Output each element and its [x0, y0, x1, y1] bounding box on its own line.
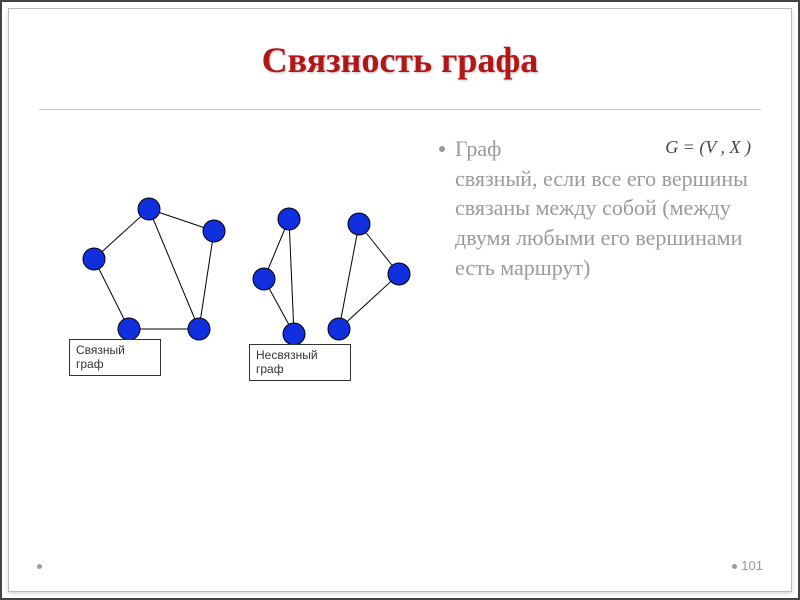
- graph-node: [253, 268, 275, 290]
- graph-node: [138, 198, 160, 220]
- bullet-text: Граф связный, если все его вершины связа…: [455, 134, 779, 282]
- graph-node: [83, 248, 105, 270]
- slide-frame: Связность графа G = (V , X ) Граф связны…: [0, 0, 800, 600]
- bullet-rest: связный, если все его вершины связаны ме…: [455, 166, 748, 280]
- footer-dot-icon: [37, 564, 42, 569]
- bullet-lead: Граф: [455, 136, 501, 161]
- graph-node: [283, 323, 305, 345]
- page-number-value: 101: [741, 558, 763, 573]
- page-number: 101: [732, 558, 763, 573]
- slide-title: Связность графа: [9, 39, 791, 81]
- graph-node: [203, 220, 225, 242]
- graph-node: [348, 213, 370, 235]
- caption-disconnected: Несвязный граф: [249, 344, 351, 381]
- graph-node: [188, 318, 210, 340]
- graph-node: [118, 318, 140, 340]
- bullet-dot-icon: [439, 146, 445, 152]
- caption-connected: Связный граф: [69, 339, 161, 376]
- graph-edge: [199, 231, 214, 329]
- graph-edge: [289, 219, 294, 334]
- page-dot-icon: [732, 564, 737, 569]
- graph-edge: [94, 259, 129, 329]
- slide-inner: Связность графа G = (V , X ) Граф связны…: [8, 8, 792, 592]
- graph-node: [328, 318, 350, 340]
- body-text: Граф связный, если все его вершины связа…: [439, 134, 779, 282]
- graph-node: [388, 263, 410, 285]
- graph-edge: [149, 209, 199, 329]
- title-rule: [39, 109, 761, 110]
- bullet-item: Граф связный, если все его вершины связа…: [439, 134, 779, 282]
- graph-node: [278, 208, 300, 230]
